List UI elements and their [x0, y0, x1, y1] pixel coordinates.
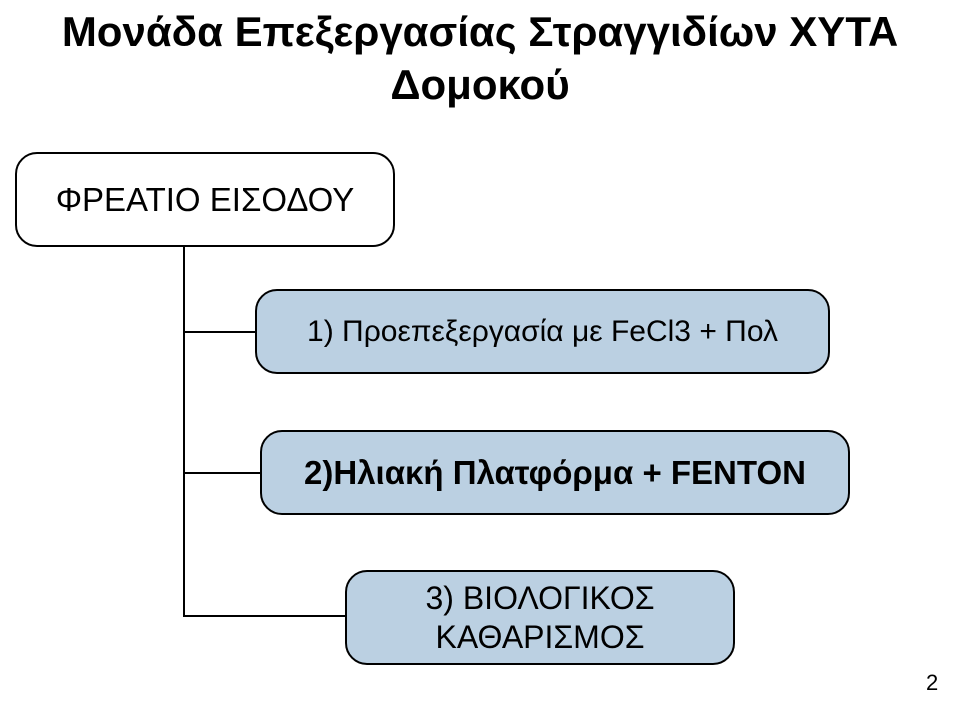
connector-branch-1 — [183, 331, 255, 333]
page-title: Μονάδα Επεξεργασίας Στραγγιδίων ΧΥΤΑ Δομ… — [0, 6, 960, 111]
node-input-well-label: ΦΡΕΑΤΙΟ ΕΙΣΟΔΟΥ — [56, 180, 355, 220]
node-input-well: ΦΡΕΑΤΙΟ ΕΙΣΟΔΟΥ — [15, 152, 395, 247]
node-solar-fenton: 2)Ηλιακή Πλατφόρμα + FENTON — [260, 430, 850, 515]
connector-branch-2 — [183, 472, 260, 474]
page-number: 2 — [926, 670, 938, 696]
node-pretreatment-label: 1) Προεπεξεργασία με FeCl3 + Πολ — [307, 314, 778, 350]
node-biological-label: 3) ΒΙΟΛΟΓΙΚΟΣ ΚΑΘΑΡΙΣΜΟΣ — [361, 579, 719, 656]
connector-branch-3 — [183, 615, 345, 617]
node-pretreatment: 1) Προεπεξεργασία με FeCl3 + Πολ — [255, 289, 830, 374]
connector-trunk-vertical — [183, 247, 185, 617]
node-biological: 3) ΒΙΟΛΟΓΙΚΟΣ ΚΑΘΑΡΙΣΜΟΣ — [345, 570, 735, 665]
node-solar-fenton-label: 2)Ηλιακή Πλατφόρμα + FENTON — [304, 453, 806, 493]
